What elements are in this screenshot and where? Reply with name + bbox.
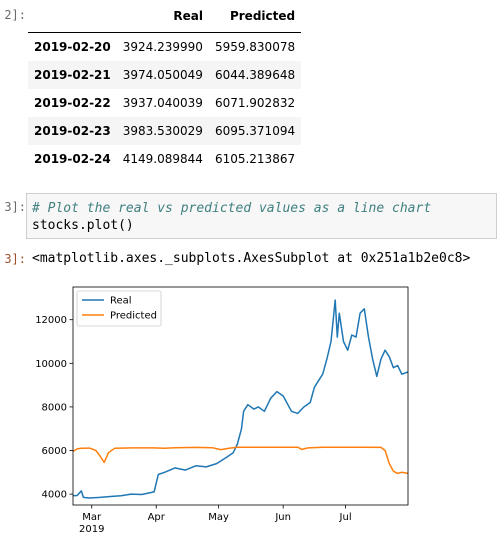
row-real: 3924.239990	[122, 40, 203, 54]
table-row: 2019-02-21 3974.050049 6044.389648	[28, 61, 302, 89]
row-date: 2019-02-21	[34, 68, 111, 82]
row-predicted: 5959.830078	[214, 40, 296, 54]
series-line-predicted	[72, 446, 409, 475]
y-tick-label: 4000	[42, 490, 67, 501]
output-repr: <matplotlib.axes._subplots.AxesSubplot a…	[32, 251, 471, 266]
row-real: 3974.050049	[122, 68, 203, 82]
row-real: 4149.089844	[122, 152, 203, 166]
index-header	[28, 0, 117, 33]
code-cell-prompt: 3]:	[4, 200, 26, 214]
row-predicted: 6071.902832	[214, 96, 296, 110]
code-statement: stocks.plot()	[32, 218, 134, 233]
table-row: 2019-02-24 4149.089844 6105.213867	[28, 145, 301, 173]
y-tick-label: 6000	[42, 446, 67, 457]
x-tick-label: Jul	[339, 512, 352, 523]
row-date: 2019-02-23	[34, 124, 111, 138]
row-date: 2019-02-20	[34, 40, 111, 54]
row-predicted: 6044.389648	[214, 68, 296, 82]
table-row: 2019-02-22 3937.040039 6071.902832	[28, 89, 301, 117]
x-tick-label: May	[208, 512, 229, 523]
row-real: 3937.040039	[122, 96, 203, 110]
code-comment: # Plot the real vs predicted values as a…	[32, 201, 432, 216]
table-cell-prompt: 2]:	[4, 8, 26, 22]
y-tick-label: 10000	[35, 359, 67, 370]
series-line-real	[72, 299, 409, 499]
row-predicted: 6105.213867	[214, 152, 296, 166]
output-cell-prompt: 3]:	[4, 252, 26, 266]
legend-label-real: Real	[110, 296, 132, 307]
x-tick-label: Jun	[274, 512, 291, 523]
row-date: 2019-02-24	[34, 152, 111, 166]
table-header-row: Real Predicted	[28, 0, 302, 33]
axes-frame	[72, 286, 409, 506]
legend-label-predicted: Predicted	[110, 311, 157, 322]
row-predicted: 6095.371094	[214, 124, 296, 138]
table-row: 2019-02-20 3924.239990 5959.830078	[28, 33, 301, 62]
predicted-header: Predicted	[208, 0, 302, 33]
x-tick-label: Apr	[148, 512, 166, 523]
y-tick-label: 12000	[35, 315, 67, 326]
x-tick-label: Mar	[82, 512, 102, 523]
table-row: 2019-02-23 3983.530029 6095.371094	[28, 117, 302, 145]
dataframe-table: Real Predicted 2019-02-20 3924.239990 59…	[28, 0, 302, 173]
code-input-cell[interactable]: # Plot the real vs predicted values as a…	[26, 193, 497, 239]
row-date: 2019-02-22	[34, 96, 111, 110]
y-tick-label: 8000	[42, 402, 67, 413]
row-real: 3983.530029	[122, 124, 203, 138]
real-header: Real	[116, 0, 209, 33]
x-tick-sublabel: 2019	[79, 524, 104, 535]
